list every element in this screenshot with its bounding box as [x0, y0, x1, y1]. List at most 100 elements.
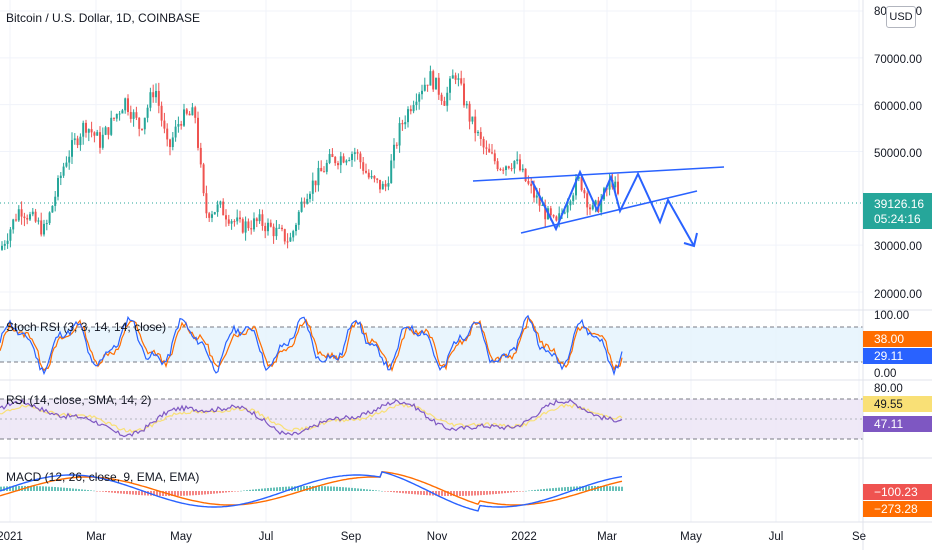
projection-arrow-head[interactable] [683, 232, 698, 248]
macd-histogram-bar [573, 486, 575, 491]
candle-body [197, 117, 199, 148]
price-tick-30000: 30000.00 [874, 241, 922, 253]
macd-histogram-bar [264, 488, 266, 491]
macd-histogram-bar [315, 486, 317, 491]
candle-body [20, 209, 23, 217]
macd-histogram-bar [141, 491, 143, 496]
rsi-value-tag [863, 396, 932, 412]
candle-body [339, 156, 342, 166]
time-axis[interactable]: 2021 Mar May Jul Sep Nov 2022 Mar May Jul Se [0, 531, 866, 543]
candle-body [253, 218, 255, 230]
candle-body [443, 100, 446, 106]
candle-body [107, 127, 110, 135]
candle-body [261, 214, 264, 226]
candle-body [169, 139, 171, 148]
macd-histogram-bar [459, 491, 461, 496]
macd-histogram-bar [15, 486, 17, 491]
macd-histogram-bar [312, 485, 314, 491]
macd-histogram-bar [48, 486, 50, 491]
last-price-countdown: 05:24:16 [874, 212, 921, 226]
currency-button[interactable]: USD [886, 6, 916, 28]
candle-body [127, 98, 129, 113]
macd-histogram-bar [339, 486, 341, 491]
macd-histogram-bar [219, 491, 221, 494]
candle-body [426, 84, 429, 86]
candle-body [104, 127, 107, 135]
candle-body [533, 186, 535, 198]
macd-histogram-bar [66, 487, 68, 491]
macd-histogram-bar [123, 491, 125, 494]
macd-histogram-bar [528, 490, 530, 492]
rsi-line [0, 398, 623, 438]
macd-histogram-bar [369, 489, 371, 491]
macd-histogram-bar [33, 486, 35, 491]
macd-histogram-bar [225, 491, 227, 493]
rsi-tick-80: 80.00 [874, 383, 903, 395]
macd-histogram-bar [426, 491, 428, 496]
candle-body [152, 92, 155, 98]
candle-body [141, 128, 143, 130]
candle-body [320, 167, 323, 172]
candle-body [309, 193, 311, 199]
macd-histogram-bar [30, 486, 32, 491]
stoch-rsi-title[interactable]: Stoch RSI (3, 3, 14, 14, close) [6, 320, 166, 334]
channel-upper-trendline[interactable] [472, 166, 725, 182]
stoch-tick-0: 0.00 [874, 368, 896, 380]
candle-body [449, 78, 451, 93]
rsi-value: 49.55 [874, 399, 903, 411]
macd-histogram-bar [357, 488, 359, 491]
candle-body [281, 227, 283, 230]
macd-title[interactable]: MACD (12, 26, close, 9, EMA, EMA) [6, 470, 199, 484]
rsi-title[interactable]: RSI (14, close, SMA, 14, 2) [6, 393, 151, 407]
candle-body [384, 183, 387, 187]
macd-histogram-bar [72, 488, 74, 491]
macd-signal-tag [863, 501, 932, 517]
time-tick: Jul [769, 531, 784, 543]
stoch-d-value: 29.11 [874, 349, 903, 363]
candle-body [393, 144, 395, 161]
last-price-tag [863, 193, 932, 229]
macd-histogram-bar [255, 489, 257, 491]
candle-body [177, 124, 180, 127]
macd-value: −100.23 [874, 485, 918, 499]
time-tick: Nov [427, 531, 448, 543]
macd-histogram-bar [318, 486, 320, 491]
macd-histogram-bar [525, 490, 527, 492]
candle-body [289, 237, 292, 242]
macd-histogram-bar [288, 486, 290, 491]
candle-body [463, 83, 465, 106]
macd-histogram-bar [306, 485, 308, 491]
macd-histogram-bar [42, 486, 44, 491]
candle-body [183, 109, 185, 126]
macd-histogram [0, 485, 623, 497]
macd-histogram-bar [105, 491, 107, 493]
macd-histogram-bar [9, 486, 11, 491]
candle-body [213, 212, 216, 215]
candle-body [129, 112, 132, 119]
rsi-ma-value: 47.11 [874, 417, 903, 431]
macd-histogram-bar [126, 491, 128, 495]
macd-histogram-bar [0, 486, 2, 491]
macd-histogram-bar [372, 489, 374, 491]
macd-histogram-bar [417, 491, 419, 495]
macd-histogram-bar [474, 491, 476, 496]
macd-histogram-bar [189, 491, 191, 496]
macd-line [0, 471, 623, 512]
candle-body [199, 147, 202, 165]
candle-body [367, 172, 370, 178]
last-price-value: 39126.16 [874, 197, 924, 211]
candle-body [342, 156, 345, 163]
macd-histogram-bar [177, 491, 179, 496]
macd-histogram-bar [60, 487, 62, 491]
zigzag-pattern[interactable] [531, 169, 695, 247]
time-tick: Jul [259, 531, 274, 543]
candle-body [572, 195, 575, 202]
trend-drawings[interactable] [472, 166, 725, 248]
candle-body [325, 162, 328, 172]
candle-body [23, 216, 26, 219]
macd-histogram-bar [276, 487, 278, 491]
candle-body [359, 153, 362, 163]
candle-body [591, 205, 594, 210]
macd-histogram-bar [561, 487, 563, 491]
